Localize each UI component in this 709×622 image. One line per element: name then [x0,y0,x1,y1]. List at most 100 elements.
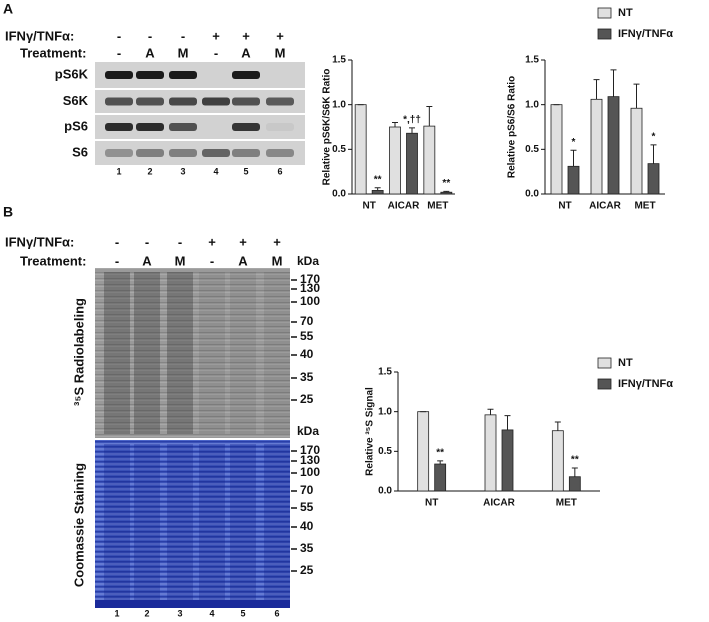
ifn-sign: - [145,234,149,249]
marker-label: 100 [300,294,320,308]
y-tick-label: 1.0 [525,99,539,110]
lane-number: 4 [213,166,218,176]
legend-label: IFNγ/TNFα [618,378,673,390]
lane-smear [199,444,225,604]
treatment-code: - [214,45,218,60]
significance: ** [442,178,450,189]
lane-smear [167,272,193,434]
marker-label: 35 [300,541,314,555]
treatment-code: A [241,45,251,60]
error-bar [571,467,578,477]
ifn-sign: - [181,28,185,43]
bar [630,107,643,195]
ifn-sign: + [239,234,247,249]
blot-label: pS6 [64,118,88,133]
ifn-sign: + [242,28,250,43]
legend-swatch [597,28,612,40]
band [202,149,230,157]
band [169,97,197,106]
x-tick-label: AICAR [589,201,621,212]
band [136,71,164,79]
error-bar [392,122,398,127]
bar [568,476,581,492]
x-tick-label: NT [362,201,375,212]
treatment-code: M [272,253,283,268]
band [105,123,133,131]
error-bar [633,83,640,109]
marker-label: 25 [300,392,314,406]
marker-label: 70 [300,483,314,497]
y-tick-label: 0.0 [332,189,346,200]
bar [550,104,563,195]
error-bar [374,187,381,191]
error-bar [650,144,657,164]
marker-label: 55 [300,329,314,343]
ifn-sign: + [208,234,216,249]
kda-label: kDa [297,254,319,268]
band [266,149,294,157]
kda-label: kDa [297,424,319,438]
band [169,123,197,131]
lane-number: 3 [180,166,185,176]
ifn-sign: + [273,234,281,249]
significance: * [572,137,576,148]
gel-label: Coomassie Staining [71,463,86,587]
lane-number: 3 [177,608,182,618]
band [232,97,260,106]
legend-swatch [597,7,612,19]
lane-smear [167,444,193,604]
error-bar [443,190,450,193]
band [232,71,260,79]
marker-label: 170 [300,272,320,286]
ifn-sign: - [178,234,182,249]
treatment-code: - [115,253,119,268]
lane-smear [264,272,290,434]
blot-strip [95,141,305,165]
lane-smear [134,272,160,434]
error-bar [409,127,415,134]
lane-number: 6 [274,608,279,618]
lane-number: 4 [209,608,214,618]
band [136,149,164,157]
gel-label: ³⁵S Radiolabeling [71,298,86,406]
lane-number: 2 [144,608,149,618]
blot-label: S6 [72,144,88,159]
lane-number: 5 [243,166,248,176]
bar [551,430,564,492]
legend-swatch [597,357,612,369]
y-tick-label: 1.5 [525,55,539,66]
legend-label: IFNγ/TNFα [618,28,673,40]
y-tick-label: 0.0 [525,189,539,200]
blot-label: pS6K [55,66,89,81]
band [202,97,230,106]
x-tick-label: AICAR [388,201,420,212]
legend-label: NT [618,357,633,369]
lane-smear [199,272,225,434]
bar [423,125,436,195]
y-axis-label: Relative pS6K/S6K Ratio [322,69,333,186]
marker-label: 130 [300,453,320,467]
x-tick-label: MET [427,201,448,212]
marker-label: 25 [300,563,314,577]
lane-smear [104,272,130,434]
treatment-code: - [117,45,121,60]
significance: ** [571,455,579,466]
band [232,149,260,157]
lane-smear [104,444,130,604]
ifn-sign: + [276,28,284,43]
significance: ** [436,447,444,458]
error-bar [504,415,511,430]
ifn-sign: + [212,28,220,43]
treatment-code: - [210,253,214,268]
western-blots [95,62,305,165]
significance: *,†† [403,115,421,126]
bottom-band [95,600,290,608]
ifn-label: IFNγ/TNFα: [5,234,74,249]
treatment-code: A [142,253,152,268]
band [136,97,164,106]
x-tick-label: AICAR [483,498,515,509]
treatment-code: M [175,253,186,268]
y-axis-label: Relative ³⁵S Signal [365,387,376,476]
treatment-code: A [145,45,155,60]
